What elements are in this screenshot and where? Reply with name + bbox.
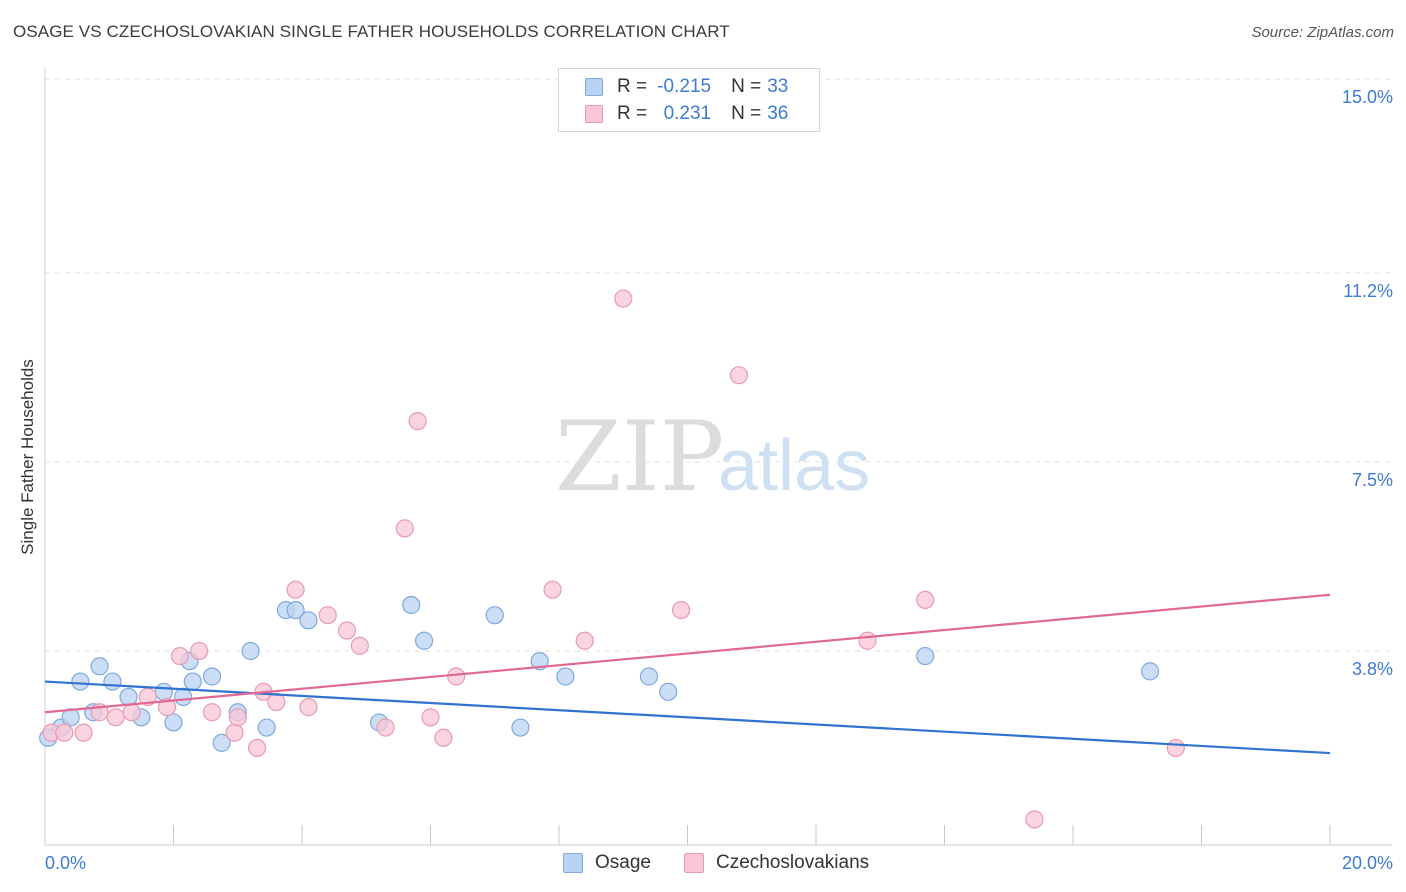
stats-r-label: R =	[617, 76, 648, 97]
czech-data-point	[447, 667, 466, 686]
osage-data-point	[511, 718, 530, 737]
osage-data-point	[164, 713, 183, 732]
y-tick-label: 3.8%	[1352, 659, 1393, 679]
czech-data-point	[408, 412, 427, 431]
czech-data-point	[318, 606, 337, 625]
czech-data-point	[190, 641, 209, 661]
osage-data-point	[71, 672, 90, 691]
czech-data-point	[1166, 738, 1185, 758]
osage-data-point	[241, 641, 260, 661]
stats-n-label: N =	[731, 103, 762, 124]
osage-data-point	[916, 646, 935, 666]
stats-n-value: 36	[767, 103, 789, 124]
legend-label-czech: Czechoslovakians	[716, 852, 870, 873]
osage-data-point	[1140, 662, 1160, 681]
czech-data-point	[247, 738, 267, 758]
czech-data-point	[395, 519, 414, 538]
czech-data-point	[337, 621, 357, 640]
watermark-atlas: atlas	[718, 426, 870, 506]
y-tick-label: 11.2%	[1343, 281, 1393, 301]
czech-data-point	[225, 723, 244, 742]
czech-data-point	[157, 698, 177, 717]
legend-item-czech[interactable]: Czechoslovakians	[684, 852, 869, 874]
czech-legend-swatch-icon	[684, 853, 704, 873]
czech-data-point	[575, 631, 594, 650]
osage-data-point	[202, 667, 222, 686]
osage-data-point	[402, 595, 421, 615]
osage-data-point	[119, 687, 138, 707]
osage-data-point	[530, 652, 549, 671]
osage-data-point	[414, 631, 434, 650]
czech-data-point	[858, 631, 877, 650]
stats-n-value: 33	[767, 76, 789, 97]
czech-data-point	[170, 646, 190, 666]
x-tick-label: 0.0%	[45, 853, 86, 873]
czech-data-point	[106, 708, 125, 727]
czech-data-point	[350, 636, 369, 655]
osage-data-point	[639, 667, 659, 686]
stats-box: R = -0.215 N = 33 R = 0.231 N = 36	[558, 68, 820, 132]
osage-data-point	[174, 687, 193, 707]
osage-data-point	[154, 682, 173, 701]
czech-data-point	[1025, 810, 1044, 829]
osage-data-point	[659, 682, 678, 701]
osage-data-point	[286, 600, 305, 620]
stats-r-value: -0.215	[657, 76, 712, 97]
czech-data-point	[729, 366, 749, 385]
czech-data-point	[421, 708, 440, 727]
czech-data-point	[267, 692, 286, 712]
stats-r-label: R =	[617, 103, 648, 124]
czech-swatch-icon	[585, 105, 603, 123]
czech-data-point	[376, 718, 395, 737]
watermark-zip: ZIP	[555, 401, 724, 513]
osage-data-point	[485, 606, 504, 625]
osage-legend-swatch-icon	[563, 853, 583, 873]
czech-data-point	[543, 580, 562, 599]
osage-data-point	[212, 733, 231, 752]
osage-data-point	[556, 667, 575, 686]
stats-row-osage: R = -0.215 N = 33	[559, 74, 788, 100]
x-tick-label: 20.0%	[1342, 853, 1393, 873]
osage-swatch-icon	[585, 78, 603, 96]
stats-row-czech: R = 0.231 N = 36	[559, 101, 788, 127]
osage-data-point	[299, 611, 318, 630]
legend-label-osage: Osage	[595, 852, 651, 873]
chart-title: OSAGE VS CZECHOSLOVAKIAN SINGLE FATHER H…	[13, 22, 730, 41]
czech-data-point	[671, 600, 691, 620]
stats-n-label: N =	[731, 76, 762, 97]
czech-data-point	[286, 580, 305, 599]
czech-trend-line	[44, 593, 1331, 714]
y-tick-label: 7.5%	[1352, 470, 1393, 490]
czech-data-point	[122, 703, 141, 722]
czech-data-point	[202, 703, 222, 722]
osage-data-point	[257, 718, 276, 737]
legend-item-osage[interactable]: Osage	[563, 852, 651, 874]
czech-data-point	[434, 728, 453, 747]
osage-data-point	[103, 672, 122, 691]
source-label: Source: ZipAtlas.com	[1251, 24, 1394, 41]
y-tick-label: 15.0%	[1342, 87, 1393, 107]
stats-r-value: 0.231	[663, 103, 712, 124]
osage-data-point	[90, 657, 109, 676]
czech-data-point	[74, 723, 93, 742]
czech-data-point	[299, 698, 318, 717]
czech-data-point	[228, 708, 247, 727]
osage-data-point	[183, 672, 202, 691]
czech-data-point	[55, 723, 74, 742]
legend: Osage Czechoslovakians	[0, 852, 1406, 878]
czech-data-point	[614, 289, 633, 308]
czech-data-point	[916, 590, 935, 609]
